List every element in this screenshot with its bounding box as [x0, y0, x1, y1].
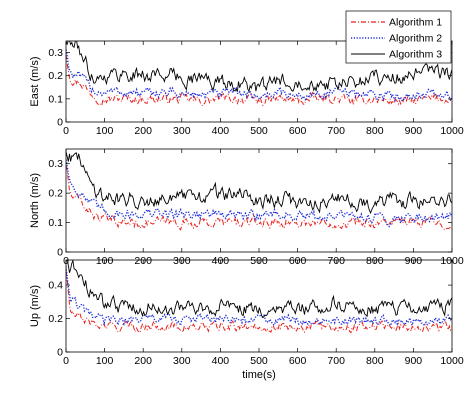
y-tick-label: 0.2 — [48, 313, 63, 325]
legend: Algorithm 1 Algorithm 2 Algorithm 3 — [345, 10, 452, 64]
x-tick-label: 600 — [289, 355, 307, 367]
x-tick-label: 200 — [134, 355, 152, 367]
y-axis-label: Up (m/s) — [29, 285, 41, 327]
y-tick-label: 0.2 — [48, 70, 63, 82]
x-tick-label: 0 — [63, 355, 69, 367]
panel-3: 0 100 200 300 400 500 600 700 800 900 1000 0 0.2 0.4 U… — [29, 259, 464, 381]
series-line-algorithm-3 — [66, 41, 452, 93]
plot-frame — [65, 259, 453, 353]
x-tick-label: 100 — [96, 355, 114, 367]
y-tick-label: 0.3 — [48, 158, 63, 170]
series-line-algorithm-3 — [66, 260, 452, 319]
x-tick-label: 600 — [289, 125, 307, 137]
y-tick-label: 0.1 — [48, 93, 63, 105]
x-tick-label: 200 — [134, 125, 152, 137]
panel-1: 0 100 200 300 400 500 600 700 800 900 1000 0 0.1 0.2 0… — [29, 40, 464, 137]
x-tick-label: 1000 — [440, 125, 464, 137]
series-line-algorithm-2 — [66, 159, 452, 228]
series-line-algorithm-2 — [66, 49, 452, 103]
x-tick-label: 300 — [173, 125, 191, 137]
y-tick-label: 0 — [57, 117, 63, 129]
series-line-algorithm-3 — [66, 151, 452, 215]
y-tick-label: 0.3 — [48, 47, 63, 59]
x-tick-label: 900 — [405, 125, 423, 137]
legend-label: Algorithm 1 — [389, 17, 442, 29]
x-tick-label: 900 — [405, 355, 423, 367]
y-tick-label: 0 — [57, 347, 63, 359]
series-line-algorithm-2 — [66, 266, 452, 328]
x-tick-label: 800 — [366, 125, 384, 137]
y-axis-label: North (m/s) — [29, 173, 41, 228]
y-tick-label: 0.1 — [48, 217, 63, 229]
y-tick-label: 0 — [57, 247, 63, 259]
x-tick-label: 100 — [96, 125, 114, 137]
panel-2: 0 100 200 300 400 500 600 700 800 900 100000.10.20… — [29, 148, 464, 267]
x-tick-label: 400 — [212, 125, 230, 137]
x-tick-label: 700 — [327, 355, 345, 367]
x-tick-label: 500 — [250, 355, 268, 367]
x-axis-label: time(s) — [242, 369, 276, 381]
legend-label: Algorithm 3 — [389, 49, 442, 61]
y-axis-label: East (m/s) — [29, 56, 41, 106]
x-tick-label: 400 — [212, 355, 230, 367]
legend-label: Algorithm 2 — [389, 33, 442, 45]
y-tick-label: 0.2 — [48, 188, 63, 200]
series-line-algorithm-1 — [66, 269, 452, 334]
series-line-algorithm-1 — [66, 54, 452, 107]
plot-frame — [65, 148, 453, 253]
y-tick-label: 0.4 — [48, 280, 63, 292]
x-tick-label: 800 — [366, 355, 384, 367]
x-tick-label: 0 — [63, 125, 69, 137]
x-tick-label: 1000 — [440, 355, 464, 367]
x-tick-label: 300 — [173, 355, 191, 367]
x-tick-label: 700 — [327, 125, 345, 137]
x-tick-label: 500 — [250, 125, 268, 137]
